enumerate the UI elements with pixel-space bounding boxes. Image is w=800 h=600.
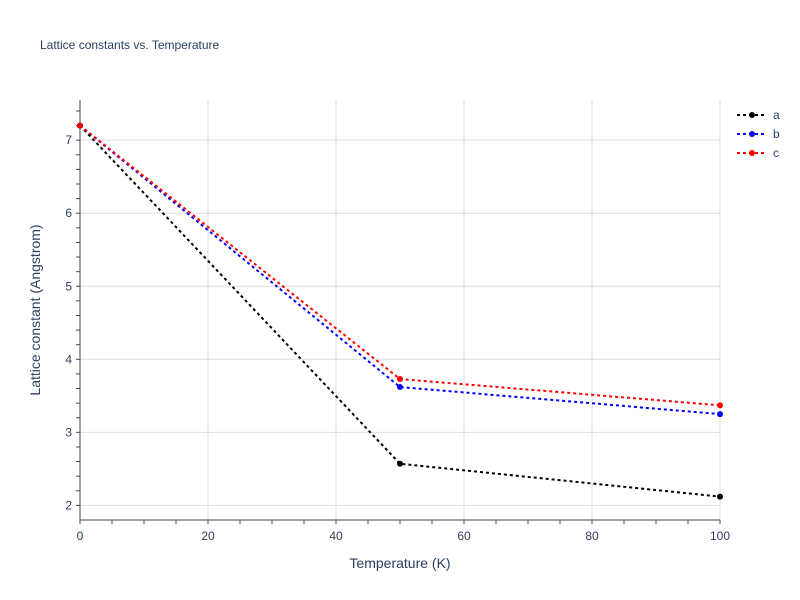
x-tick-label: 0 — [77, 529, 84, 543]
x-tick-label: 80 — [585, 529, 599, 543]
legend[interactable]: abc — [737, 108, 780, 160]
y-tick-label: 7 — [65, 133, 72, 147]
series-line-c — [79, 124, 721, 407]
data-point-a — [397, 460, 403, 467]
data-point-a — [717, 493, 723, 500]
x-tick-label: 100 — [710, 529, 730, 543]
x-tick-label: 40 — [329, 529, 343, 543]
y-tick-label: 2 — [65, 498, 72, 512]
y-axis-title: Lattice constant (Angstrom) — [27, 224, 43, 395]
data-point-b — [717, 411, 723, 418]
data-point-c — [77, 122, 83, 129]
y-tick-label: 5 — [65, 279, 72, 293]
series-line-a — [79, 124, 721, 498]
legend-item-a[interactable]: a — [773, 108, 780, 122]
legend-item-b[interactable]: b — [773, 127, 780, 141]
chart-title: Lattice constants vs. Temperature — [40, 38, 220, 52]
data-point-c — [717, 402, 723, 409]
legend-marker-c — [749, 150, 755, 156]
x-axis-title: Temperature (K) — [349, 555, 450, 571]
series-line-b — [79, 124, 721, 416]
legend-marker-a — [749, 112, 755, 118]
y-tick-label: 3 — [65, 425, 72, 439]
grid-layer — [80, 100, 721, 520]
y-tick-label: 6 — [65, 206, 72, 220]
legend-marker-b — [749, 131, 755, 137]
axes-layer: 0 20 40 60 80 100 2 3 4 5 6 7 — [65, 100, 730, 543]
data-point-c — [397, 376, 403, 383]
x-tick-label: 20 — [201, 529, 215, 543]
y-tick-label: 4 — [65, 352, 72, 366]
x-tick-label: 60 — [457, 529, 471, 543]
series-layer — [77, 122, 723, 500]
data-point-b — [397, 384, 403, 391]
legend-item-c[interactable]: c — [773, 146, 779, 160]
